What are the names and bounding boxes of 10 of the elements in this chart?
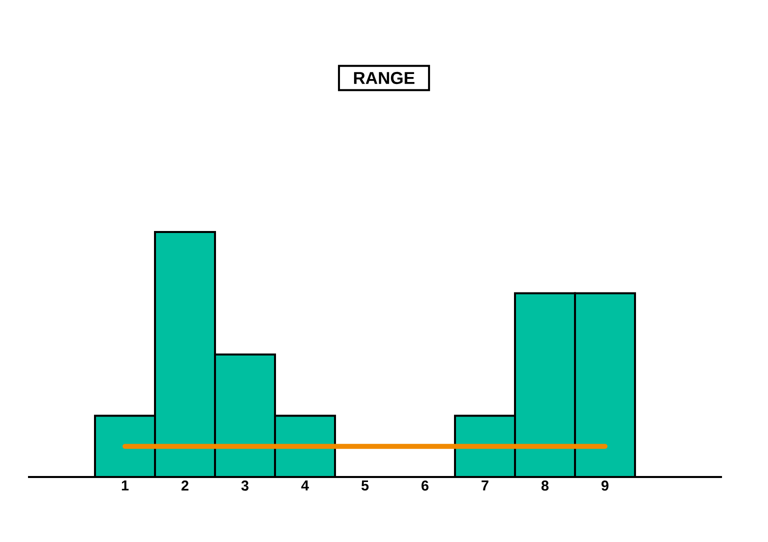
x-tick-label: 3: [241, 480, 248, 491]
x-tick-label: 9: [602, 480, 608, 491]
x-tick-label: 7: [482, 480, 488, 490]
x-tick-label: 8: [541, 480, 549, 491]
x-tick-label: 1: [122, 480, 129, 490]
x-tick-label: 6: [422, 480, 428, 491]
x-tick-label: 2: [182, 480, 188, 491]
x-tick-label: 5: [361, 480, 369, 491]
x-tick-label: 4: [301, 480, 309, 490]
chart-title: RANGE: [354, 72, 414, 84]
